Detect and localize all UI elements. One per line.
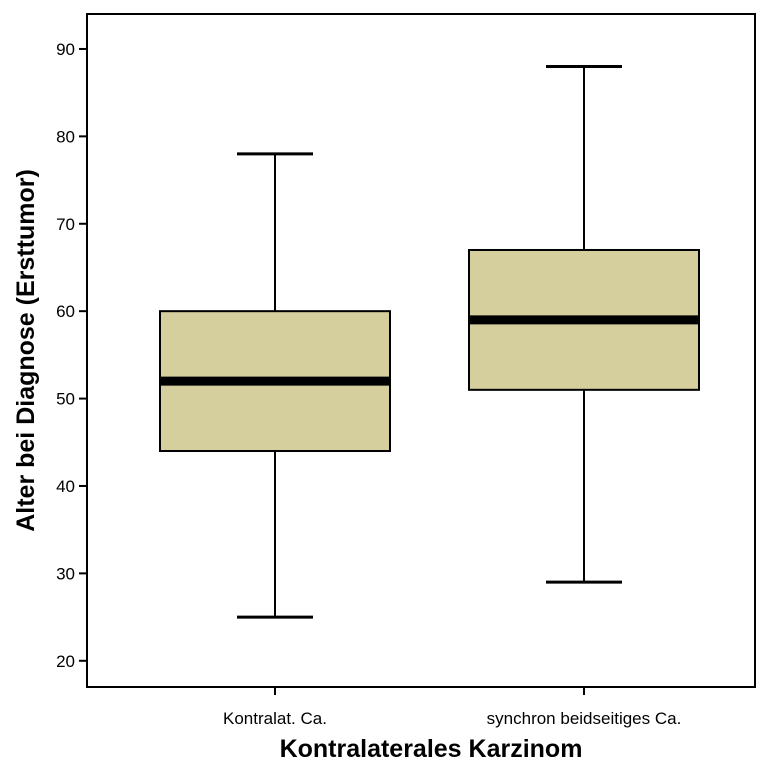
y-tick-label: 40 xyxy=(56,477,75,496)
box-2 xyxy=(468,64,700,584)
y-tick-label: 90 xyxy=(56,40,75,59)
x-axis: Kontralat. Ca. synchron beidseitiges Ca. xyxy=(223,687,681,728)
x-tick-label: Kontralat. Ca. xyxy=(223,709,327,728)
y-axis: 20 30 40 50 60 70 80 90 xyxy=(56,40,87,671)
y-tick-label: 50 xyxy=(56,390,75,409)
x-axis-title: Kontralaterales Karzinom xyxy=(280,735,583,763)
y-tick-label: 20 xyxy=(56,652,75,671)
y-tick-label: 60 xyxy=(56,302,75,321)
box-1 xyxy=(159,152,391,619)
y-tick-label: 80 xyxy=(56,127,75,146)
y-tick-label: 30 xyxy=(56,564,75,583)
y-axis-title: Alter bei Diagnose (Ersttumor) xyxy=(12,169,40,532)
plot-area xyxy=(86,13,756,688)
y-tick-label: 70 xyxy=(56,215,75,234)
x-tick-label: synchron beidseitiges Ca. xyxy=(487,709,682,728)
plot-frame xyxy=(86,13,756,688)
boxes xyxy=(159,64,700,619)
